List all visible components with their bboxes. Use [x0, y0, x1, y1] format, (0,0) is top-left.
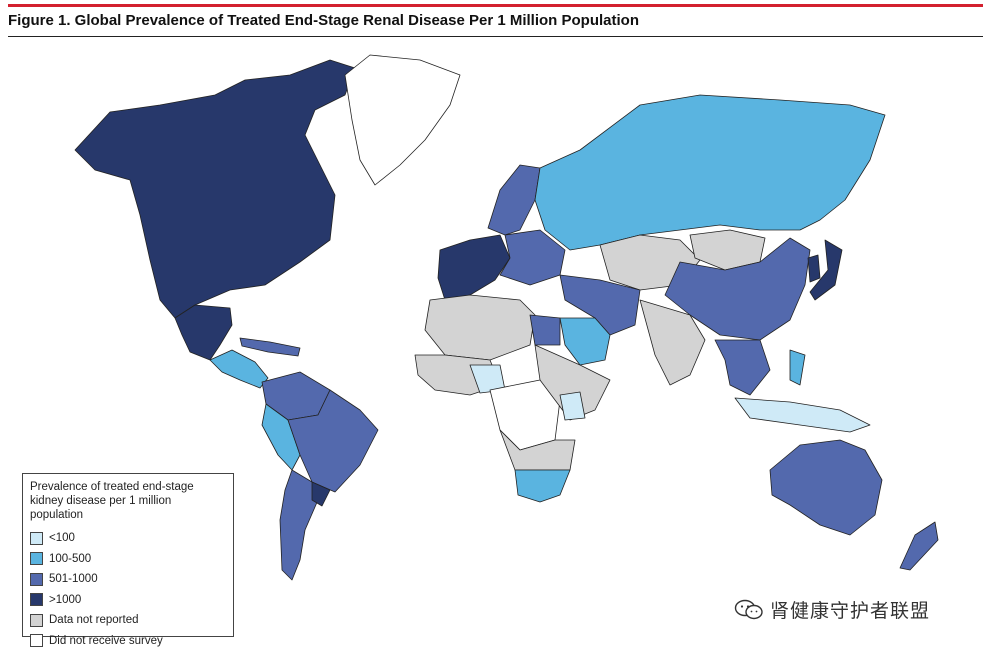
- region-northern-europe: [487, 164, 541, 236]
- region-middle-east: [559, 274, 641, 336]
- legend-swatch: [30, 552, 43, 566]
- legend-swatch: [30, 634, 43, 648]
- legend-label: 501-1000: [49, 573, 98, 586]
- region-mexico: [174, 304, 233, 361]
- region-india: [639, 299, 706, 386]
- legend-item: 100-500: [30, 549, 226, 570]
- legend-label: <100: [49, 532, 75, 545]
- region-japan: [809, 239, 843, 301]
- region-uruguay: [311, 481, 331, 507]
- wechat-icon: [734, 599, 763, 619]
- legend-swatch: [30, 613, 43, 627]
- legend-item: Did not receive survey: [30, 631, 226, 652]
- region-saudi-arabia: [559, 317, 611, 366]
- region-south-africa: [514, 469, 571, 503]
- region-philippines: [789, 349, 806, 386]
- region-australia: [769, 439, 883, 536]
- legend-label: Data not reported: [49, 614, 139, 627]
- watermark: 肾健康守护者联盟: [734, 596, 930, 623]
- region-central-america: [209, 349, 269, 389]
- legend-swatch: [30, 593, 43, 607]
- legend: Prevalence of treated end-stage kidney d…: [22, 473, 234, 648]
- legend-item: >1000: [30, 590, 226, 611]
- watermark-text: 肾健康守护者联盟: [770, 600, 931, 622]
- region-eastern-europe: [499, 229, 566, 286]
- region-russia: [534, 94, 886, 251]
- legend-label: Did not receive survey: [49, 634, 163, 647]
- legend-title: Prevalence of treated end-stage kidney d…: [30, 481, 194, 521]
- region-kenya: [559, 391, 586, 421]
- header-accent-line: [8, 4, 983, 7]
- region-korea: [807, 254, 821, 283]
- region-brazil: [287, 389, 379, 493]
- figure-title: Figure 1. Global Prevalence of Treated E…: [8, 12, 640, 29]
- region-caribbean: [239, 337, 301, 357]
- legend-swatch: [30, 531, 43, 545]
- region-indonesia: [734, 397, 871, 433]
- region-greenland: [344, 54, 461, 186]
- legend-item: <100: [30, 528, 226, 549]
- legend-label: 100-500: [49, 552, 92, 565]
- legend-swatch: [30, 572, 43, 586]
- legend-item: 501-1000: [30, 569, 226, 590]
- region-western-europe: [437, 234, 511, 301]
- region-north-africa: [424, 294, 536, 361]
- region-egypt: [529, 314, 561, 346]
- region-china: [664, 237, 811, 341]
- title-divider: [8, 36, 983, 37]
- region-north-america: [74, 59, 356, 319]
- world-map: [74, 54, 939, 581]
- region-southeast-asia: [714, 339, 771, 396]
- region-new-zealand: [899, 521, 939, 571]
- legend-item: Data not reported: [30, 610, 226, 631]
- legend-label: >1000: [49, 593, 82, 606]
